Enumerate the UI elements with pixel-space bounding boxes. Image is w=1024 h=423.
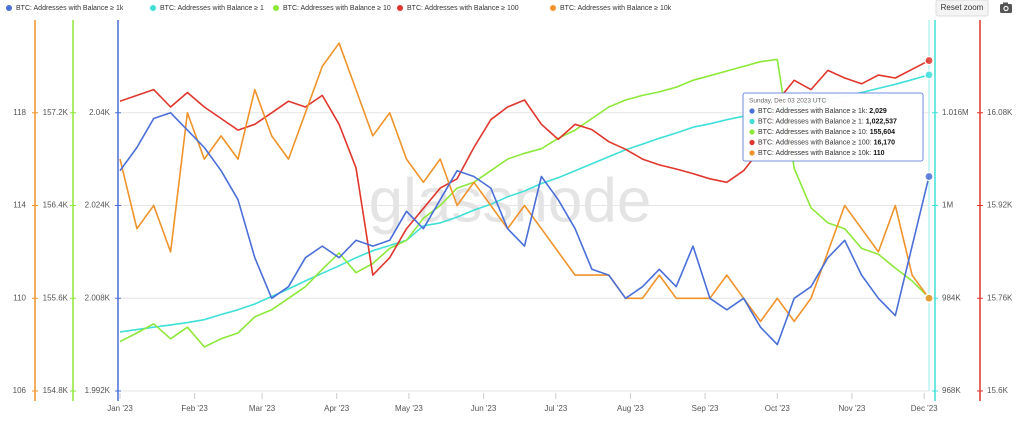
- tooltip-marker: [749, 108, 755, 114]
- tooltip-value: 16,170: [874, 139, 896, 146]
- x-tick-label: Sep '23: [692, 404, 719, 413]
- tooltip-date: Sunday, Dec 03 2023 UTC: [749, 98, 827, 105]
- x-tick-label: Dec '23: [911, 404, 938, 413]
- legend-marker: [150, 5, 156, 11]
- y-tick-label: 2.024K: [85, 201, 111, 210]
- y-tick-label: 1.992K: [85, 386, 111, 395]
- y-tick-label: 106: [13, 386, 27, 395]
- tooltip-label: BTC: Addresses with Balance ≥ 100:: [758, 139, 872, 146]
- x-tick-label: Feb '23: [181, 404, 208, 413]
- legend-label: BTC: Addresses with Balance ≥ 100: [407, 5, 519, 12]
- y-tick-label: 118: [13, 108, 26, 117]
- x-tick-label: Mar '23: [249, 404, 276, 413]
- legend-marker: [397, 5, 403, 11]
- legend-marker: [550, 5, 556, 11]
- series-line: [119, 59, 930, 276]
- y-tick-label: 15.92K: [987, 201, 1013, 210]
- y-tick-label: 2.008K: [85, 293, 111, 302]
- y-tick-label: 110: [13, 293, 26, 302]
- tooltip-box: [742, 92, 924, 162]
- series-line: [119, 58, 930, 348]
- tooltip-marker: [749, 139, 755, 146]
- y-tick-label: 968K: [942, 386, 961, 395]
- y-tick-label: 984K: [942, 293, 961, 302]
- tooltip-label: BTC: Addresses with Balance ≥ 1:: [758, 118, 864, 125]
- watermark: glassnode: [369, 166, 652, 235]
- y-tick-label: 157.2K: [43, 108, 69, 117]
- legend-label: BTC: Addresses with Balance ≥ 1: [160, 5, 264, 12]
- y-tick-label: 2.04K: [89, 108, 111, 117]
- y-tick-label: 156.4K: [43, 201, 69, 210]
- reset-zoom-button[interactable]: [935, 0, 989, 17]
- tooltip: Sunday, Dec 03 2023 UTC BTC: Addresses wi…: [742, 92, 924, 162]
- tooltip-label: BTC: Addresses with Balance ≥ 10:: [758, 129, 868, 136]
- x-tick-label: Oct '23: [765, 404, 791, 413]
- legend-label: BTC: Addresses with Balance ≥ 1k: [16, 5, 124, 12]
- tooltip-value: 2,029: [869, 108, 887, 115]
- y-tick-label: 1M: [942, 201, 953, 210]
- hover-point: [924, 293, 934, 303]
- legend-label: BTC: Addresses with Balance ≥ 10: [283, 5, 391, 12]
- hover-point: [924, 70, 934, 80]
- tooltip-marker: [749, 150, 755, 156]
- tooltip-label: BTC: Addresses with Balance ≥ 10k:: [758, 150, 871, 157]
- tooltip-marker: [749, 118, 755, 125]
- hover-point: [924, 55, 934, 66]
- legend-marker: [6, 5, 12, 11]
- camera-icon[interactable]: [1000, 2, 1012, 14]
- legend-label: BTC: Addresses with Balance ≥ 10k: [560, 5, 672, 12]
- legend-marker: [273, 5, 279, 11]
- y-tick-label: 155.6K: [43, 293, 69, 302]
- x-tick-label: May '23: [395, 404, 423, 413]
- y-tick-label: 154.8K: [43, 386, 69, 395]
- x-tick-label: Nov '23: [839, 404, 866, 413]
- series-line: [119, 112, 930, 346]
- y-tick-label: 114: [13, 201, 26, 210]
- x-tick-label: Aug '23: [617, 404, 644, 413]
- y-tick-label: 15.6K: [987, 386, 1009, 395]
- series-line: [119, 42, 930, 323]
- tooltip-value: 1,022,537: [866, 118, 897, 125]
- tooltip-label: BTC: Addresses with Balance ≥ 1k:: [758, 108, 867, 115]
- tooltip-value: 155,604: [870, 129, 895, 136]
- x-tick-label: Jan '23: [107, 404, 133, 413]
- x-tick-label: Apr '23: [324, 404, 350, 413]
- y-tick-label: 1.016M: [942, 108, 969, 117]
- y-tick-label: 16.08K: [987, 108, 1013, 117]
- tooltip-value: 110: [873, 150, 884, 157]
- tooltip-marker: [749, 129, 755, 135]
- y-tick-label: 15.76K: [987, 293, 1013, 302]
- x-tick-label: Jul '23: [544, 404, 567, 413]
- hover-point: [924, 171, 934, 182]
- reset-zoom-label[interactable]: Reset zoom: [941, 3, 984, 12]
- x-tick-label: Jun '23: [471, 404, 497, 413]
